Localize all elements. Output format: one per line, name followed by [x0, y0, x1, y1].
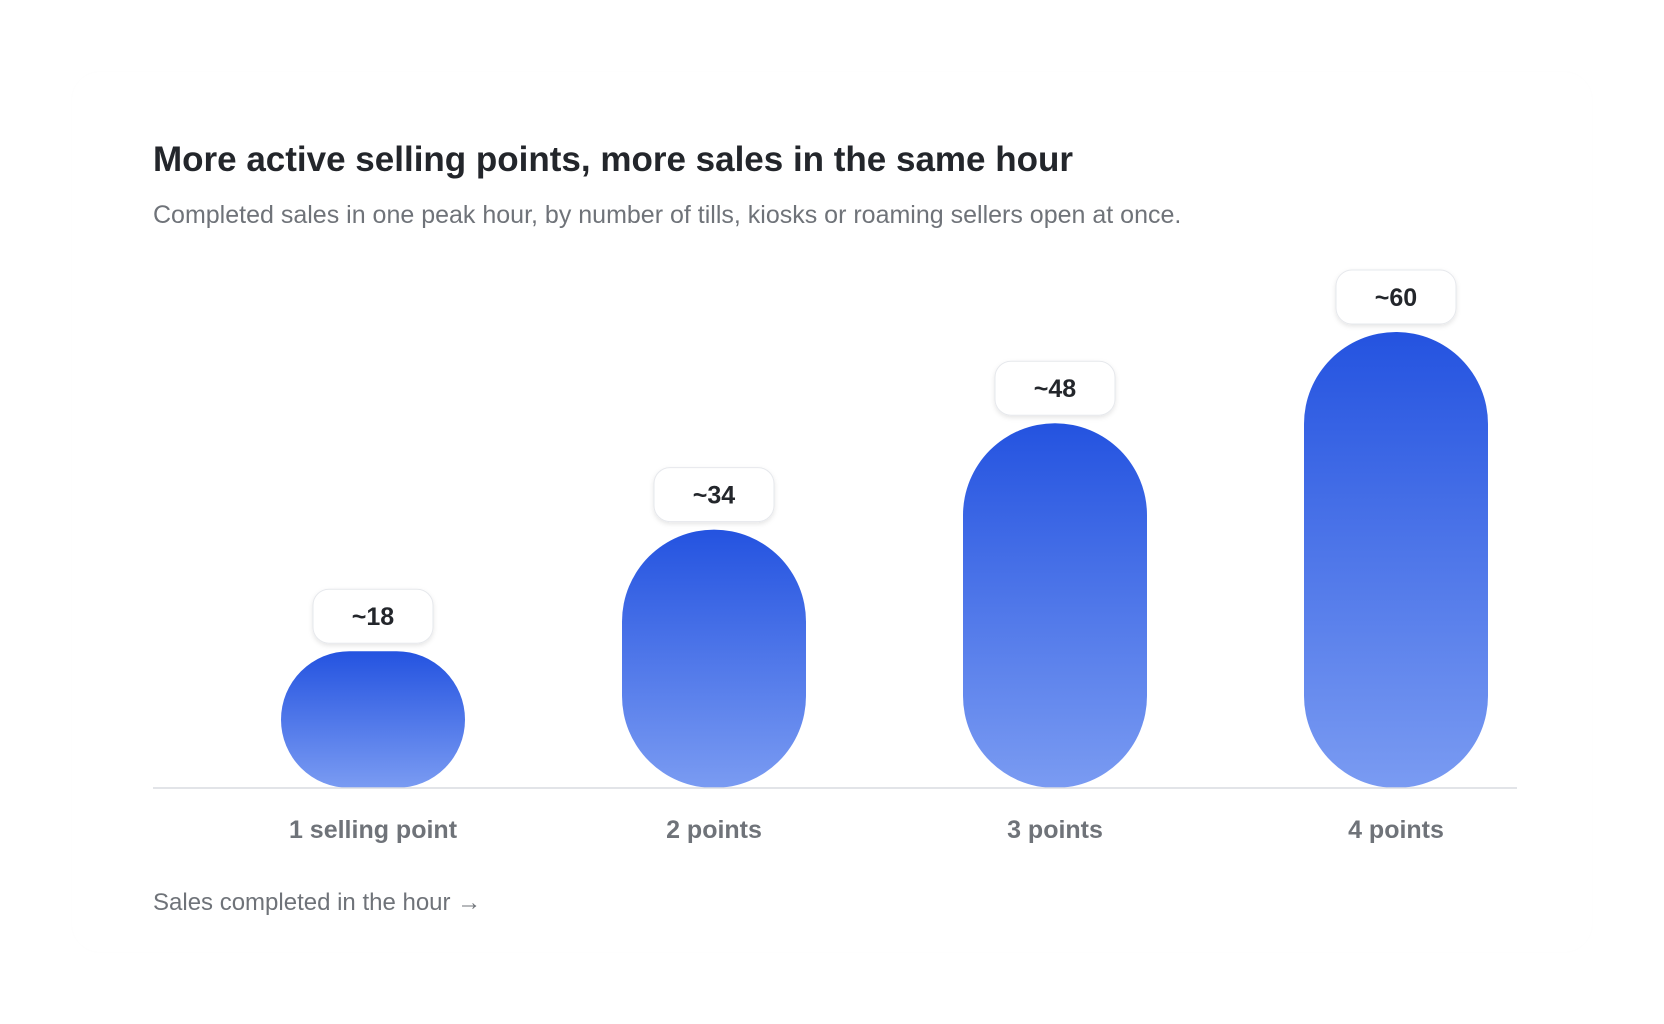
x-axis-caption: Sales completed in the hour →: [153, 889, 482, 916]
bar-1: [281, 651, 465, 788]
category-label-3: 3 points: [1007, 816, 1103, 844]
bar-4: [1304, 332, 1488, 788]
category-label-1: 1 selling point: [289, 816, 458, 844]
value-pill-2: [653, 467, 775, 523]
chart-title: More active selling points, more sales i…: [153, 140, 1073, 179]
data-label-4: ~60: [1375, 284, 1417, 312]
bars-layer: [281, 332, 1488, 788]
data-label-2: ~34: [693, 482, 736, 510]
bar-2: [622, 529, 806, 788]
labels-layer: ~18 1 selling point ~34 2 points ~48 3 points…: [289, 269, 1457, 844]
value-pill-4: [1335, 269, 1457, 325]
value-pill-3: [994, 360, 1116, 416]
category-label-2: 2 points: [666, 816, 762, 844]
value-pill-1: [312, 588, 434, 644]
data-label-3: ~48: [1034, 375, 1077, 403]
bar-3: [963, 423, 1147, 788]
category-label-4: 4 points: [1348, 816, 1444, 844]
data-label-1: ~18: [352, 603, 395, 631]
chart-subtitle: Completed sales in one peak hour, by num…: [153, 201, 1182, 229]
